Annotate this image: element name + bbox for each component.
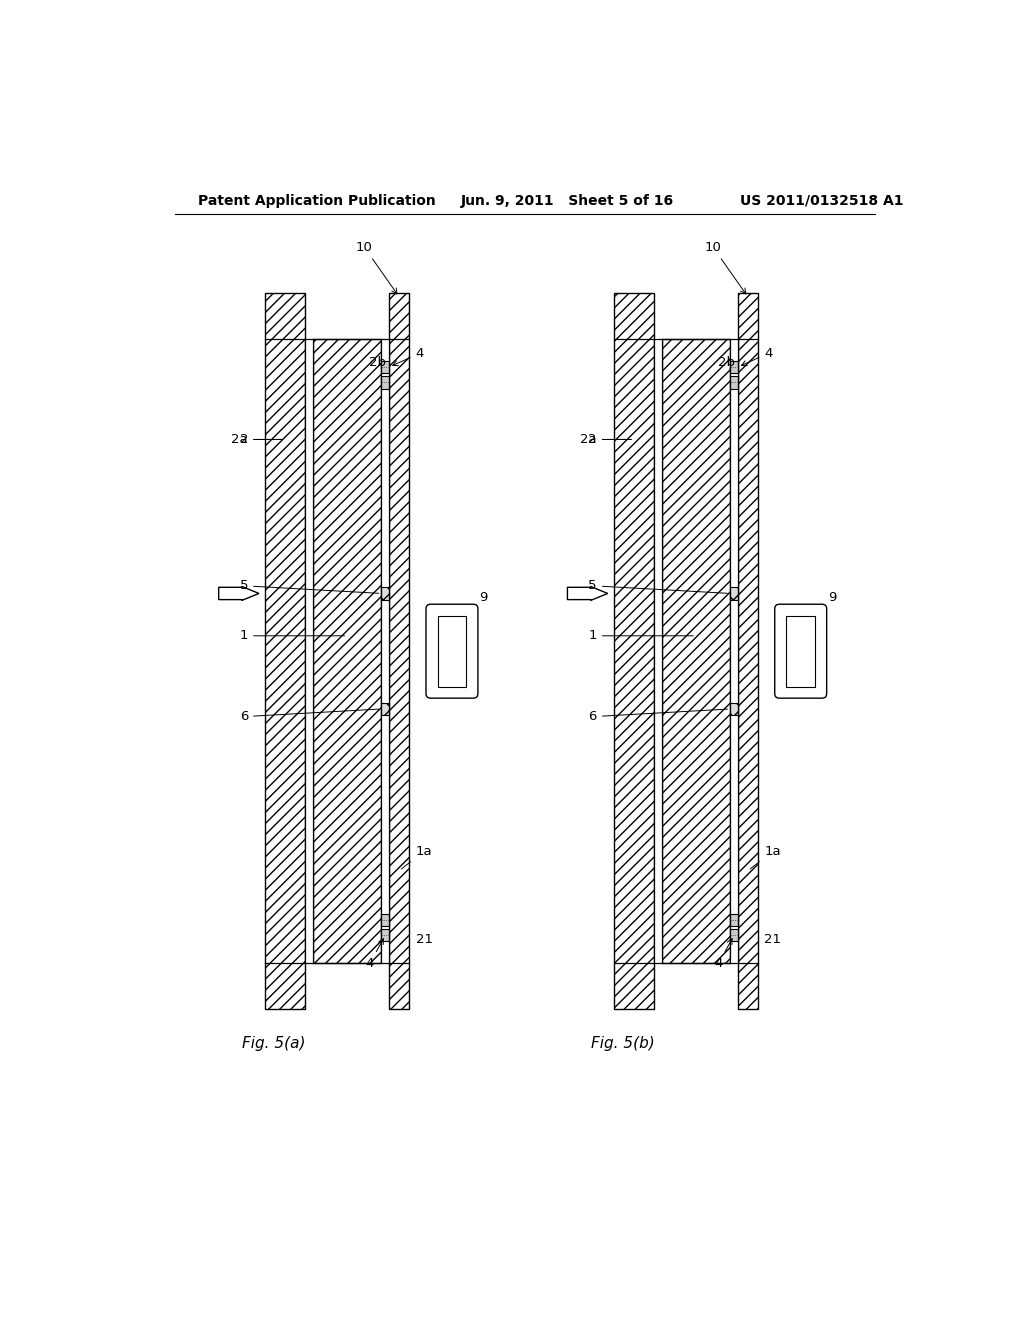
Bar	[786, 615, 815, 686]
Bar	[381, 913, 389, 927]
Text: 1a: 1a	[401, 845, 432, 869]
Bar	[738, 293, 758, 1010]
Text: 6: 6	[240, 709, 379, 723]
Bar	[654, 339, 662, 964]
Bar	[381, 360, 389, 374]
Text: 5: 5	[240, 579, 379, 593]
Text: 1: 1	[589, 630, 693, 643]
Bar	[313, 339, 381, 964]
Text: 5: 5	[589, 579, 727, 593]
Text: 1a: 1a	[751, 845, 781, 869]
Bar	[730, 929, 738, 941]
Bar	[265, 293, 305, 1010]
Bar	[305, 339, 313, 964]
Text: 4: 4	[715, 939, 732, 970]
Polygon shape	[567, 586, 607, 601]
Text: 21: 21	[764, 933, 781, 945]
Text: 9: 9	[479, 591, 487, 603]
Bar	[730, 587, 738, 599]
Text: 21: 21	[416, 933, 432, 945]
Text: 2: 2	[589, 433, 632, 446]
Bar	[730, 913, 738, 927]
Bar	[437, 615, 466, 686]
Bar	[389, 293, 410, 1010]
Text: Fig. 5(a): Fig. 5(a)	[242, 1036, 305, 1052]
Text: 2b: 2b	[369, 356, 386, 370]
Bar	[381, 929, 389, 941]
Text: 9: 9	[828, 591, 837, 603]
Text: 2: 2	[240, 433, 283, 446]
Bar	[730, 376, 738, 388]
Text: Jun. 9, 2011   Sheet 5 of 16: Jun. 9, 2011 Sheet 5 of 16	[461, 194, 675, 207]
Text: Fig. 5(b): Fig. 5(b)	[591, 1036, 654, 1052]
Text: 6: 6	[589, 709, 727, 723]
Bar	[381, 376, 389, 388]
Text: 2a: 2a	[581, 433, 632, 446]
Bar	[662, 339, 730, 964]
Text: 4: 4	[392, 347, 424, 366]
Bar	[381, 587, 389, 599]
Text: 4: 4	[741, 347, 773, 366]
Text: Patent Application Publication: Patent Application Publication	[198, 194, 435, 207]
Text: 1: 1	[240, 630, 344, 643]
Bar	[730, 339, 738, 964]
Bar	[381, 339, 389, 964]
Text: 2a: 2a	[231, 433, 283, 446]
Text: 4: 4	[366, 939, 383, 970]
Text: 2b: 2b	[718, 356, 735, 370]
Bar	[730, 360, 738, 374]
Text: 10: 10	[356, 240, 397, 294]
FancyBboxPatch shape	[775, 605, 826, 698]
Text: US 2011/0132518 A1: US 2011/0132518 A1	[740, 194, 904, 207]
Bar	[381, 702, 389, 715]
Bar	[614, 293, 654, 1010]
Polygon shape	[219, 586, 259, 601]
Text: 10: 10	[705, 240, 745, 294]
FancyBboxPatch shape	[426, 605, 478, 698]
Bar	[730, 702, 738, 715]
